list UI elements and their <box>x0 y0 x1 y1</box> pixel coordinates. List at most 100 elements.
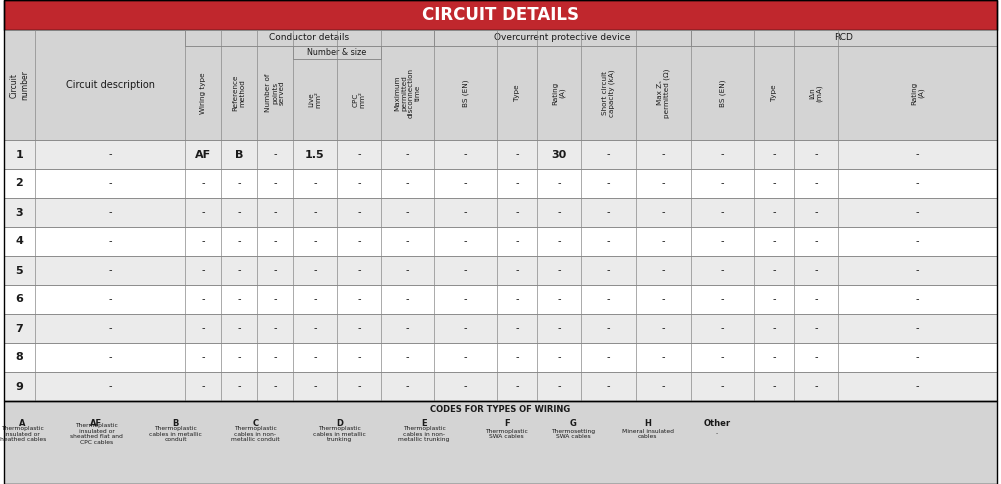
Text: C: C <box>252 419 258 427</box>
Text: -: - <box>916 352 919 363</box>
Text: -: - <box>662 237 666 246</box>
Text: 5: 5 <box>16 266 23 275</box>
Text: Number of
points
served: Number of points served <box>265 74 285 112</box>
Text: 1: 1 <box>16 150 23 160</box>
Text: -: - <box>405 237 409 246</box>
Text: -: - <box>662 294 666 304</box>
Text: -: - <box>721 237 725 246</box>
Text: -: - <box>516 150 519 160</box>
Text: Live
mm²: Live mm² <box>308 91 321 108</box>
Text: -: - <box>558 208 561 217</box>
Text: Overcurrent protective device: Overcurrent protective device <box>494 33 631 43</box>
Text: 6: 6 <box>16 294 23 304</box>
Text: -: - <box>273 294 276 304</box>
Text: -: - <box>721 208 725 217</box>
Text: -: - <box>916 208 919 217</box>
Text: -: - <box>201 208 205 217</box>
Text: -: - <box>916 294 919 304</box>
Text: -: - <box>814 150 818 160</box>
Text: -: - <box>516 294 519 304</box>
Text: -: - <box>721 323 725 333</box>
Text: -: - <box>662 352 666 363</box>
Text: -: - <box>814 381 818 392</box>
Text: CPC
mm²: CPC mm² <box>352 91 365 108</box>
Text: -: - <box>721 266 725 275</box>
Text: -: - <box>273 208 276 217</box>
Text: 1.5: 1.5 <box>305 150 324 160</box>
Bar <box>185 30 434 46</box>
Text: -: - <box>237 294 241 304</box>
Text: -: - <box>516 323 519 333</box>
Text: -: - <box>405 294 409 304</box>
Text: -: - <box>772 294 776 304</box>
Text: -: - <box>814 208 818 217</box>
Text: -: - <box>463 208 467 217</box>
Text: Other: Other <box>704 419 731 427</box>
Text: BS (EN): BS (EN) <box>462 79 468 107</box>
Text: -: - <box>814 294 818 304</box>
Text: Thermosetting
SWA cables: Thermosetting SWA cables <box>552 429 596 439</box>
Text: -: - <box>273 179 276 188</box>
Text: -: - <box>772 323 776 333</box>
Text: -: - <box>313 237 316 246</box>
Text: -: - <box>916 381 919 392</box>
Text: -: - <box>313 323 316 333</box>
Text: Reference
method: Reference method <box>232 75 245 111</box>
Text: -: - <box>662 381 666 392</box>
Text: 7: 7 <box>16 323 23 333</box>
Text: -: - <box>463 352 467 363</box>
Text: -: - <box>108 381 112 392</box>
Text: -: - <box>463 323 467 333</box>
Text: Circuit description: Circuit description <box>65 80 154 90</box>
Text: F: F <box>504 419 510 427</box>
Text: -: - <box>516 352 519 363</box>
Text: BS (EN): BS (EN) <box>720 79 726 107</box>
Text: -: - <box>237 237 241 246</box>
Text: -: - <box>273 150 276 160</box>
Text: -: - <box>558 294 561 304</box>
Bar <box>4 343 997 372</box>
Text: Rating
(A): Rating (A) <box>553 81 566 105</box>
Text: -: - <box>463 266 467 275</box>
Text: -: - <box>558 179 561 188</box>
Text: Rating
(A): Rating (A) <box>911 81 924 105</box>
Text: 2: 2 <box>16 179 23 188</box>
Text: -: - <box>772 208 776 217</box>
Text: -: - <box>237 208 241 217</box>
Text: CODES FOR TYPES OF WIRING: CODES FOR TYPES OF WIRING <box>430 406 571 414</box>
Text: -: - <box>201 179 205 188</box>
Text: -: - <box>405 208 409 217</box>
Text: -: - <box>463 381 467 392</box>
Text: -: - <box>405 381 409 392</box>
Text: -: - <box>558 266 561 275</box>
Text: -: - <box>273 352 276 363</box>
Text: -: - <box>721 381 725 392</box>
Text: -: - <box>662 208 666 217</box>
Text: -: - <box>357 237 360 246</box>
Text: Thermoplastic
cables in metallic
conduit: Thermoplastic cables in metallic conduit <box>149 426 202 442</box>
Text: -: - <box>108 150 112 160</box>
Text: -: - <box>201 352 205 363</box>
Text: 3: 3 <box>16 208 23 217</box>
Text: -: - <box>721 179 725 188</box>
Text: IΔn
(mA): IΔn (mA) <box>809 84 823 102</box>
Text: Number & size: Number & size <box>307 48 366 57</box>
Text: RCD: RCD <box>835 33 854 43</box>
Text: Mineral insulated
cables: Mineral insulated cables <box>622 429 674 439</box>
Text: -: - <box>721 352 725 363</box>
Text: D: D <box>336 419 343 427</box>
Text: Thermoplastic
cables in non-
metallic conduit: Thermoplastic cables in non- metallic co… <box>231 426 279 442</box>
Text: G: G <box>570 419 577 427</box>
Text: -: - <box>772 179 776 188</box>
Bar <box>4 198 997 227</box>
Text: -: - <box>916 266 919 275</box>
Text: B: B <box>235 150 243 160</box>
Text: -: - <box>237 381 241 392</box>
Bar <box>4 314 997 343</box>
Bar <box>4 169 997 198</box>
Text: -: - <box>237 352 241 363</box>
Text: -: - <box>405 179 409 188</box>
Text: -: - <box>662 150 666 160</box>
Text: -: - <box>814 323 818 333</box>
Text: -: - <box>607 237 611 246</box>
